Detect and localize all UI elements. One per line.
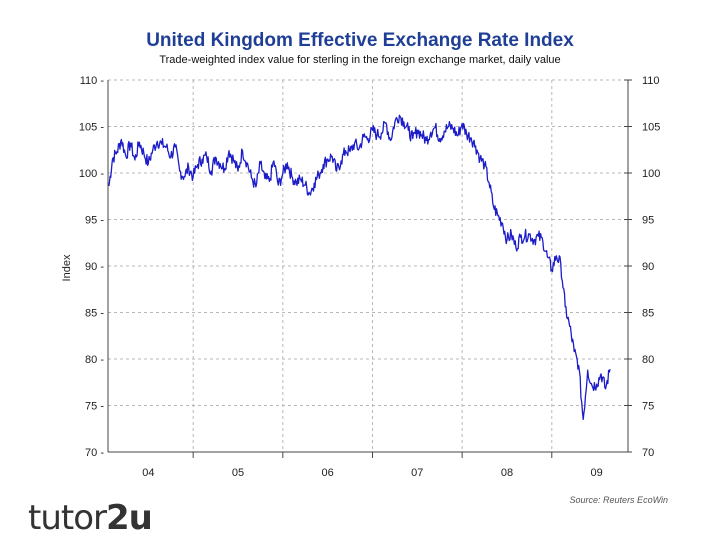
chart-title: United Kingdom Effective Exchange Rate I…	[146, 30, 574, 51]
y-tick-label-right-100: 100	[642, 168, 660, 180]
series-line-0	[108, 114, 611, 421]
x-tick-label-04: 04	[142, 467, 154, 479]
y-tick-label-right-75: 75	[642, 401, 654, 413]
y-tick-label-left-75: 75 -	[85, 401, 104, 413]
y-axis-label: Index	[61, 254, 73, 281]
x-tick-label-05: 05	[232, 467, 244, 479]
series-layer	[108, 114, 611, 421]
chart-subtitle: Trade-weighted index value for sterling …	[159, 54, 561, 66]
y-tick-label-left-105: 105 -	[79, 122, 104, 134]
y-tick-label-right-70: 70	[642, 447, 654, 459]
y-tick-label-right-95: 95	[642, 215, 654, 227]
logo-text-bold: 2u	[106, 498, 153, 538]
y-tick-label-left-85: 85 -	[85, 308, 104, 320]
y-tick-label-right-110: 110	[642, 75, 660, 87]
x-tick-label-09: 09	[590, 467, 602, 479]
y-tick-label-left-80: 80 -	[85, 354, 104, 366]
y-tick-label-right-105: 105	[642, 122, 660, 134]
x-tick-label-07: 07	[411, 467, 423, 479]
y-tick-label-right-80: 80	[642, 354, 654, 366]
x-tick-label-08: 08	[501, 467, 513, 479]
tutor2u-logo: tutor2u	[28, 498, 153, 538]
x-tick-label-06: 06	[322, 467, 334, 479]
grid-layer	[108, 79, 628, 453]
source-note: Source: Reuters EcoWin	[569, 495, 668, 505]
y-tick-label-left-95: 95 -	[85, 215, 104, 227]
y-tick-label-right-90: 90	[642, 261, 654, 273]
y-tick-label-left-70: 70 -	[85, 447, 104, 459]
y-tick-label-left-100: 100 -	[79, 168, 104, 180]
axes-layer: 110 - 110 105 - 105 100 - 100 95 - 95 90 - 90 85 -…	[79, 75, 660, 479]
y-tick-label-left-110: 110 -	[80, 75, 105, 87]
y-tick-label-left-90: 90 -	[85, 261, 104, 273]
y-tick-label-right-85: 85	[642, 308, 654, 320]
logo-text-light: tutor	[28, 498, 107, 538]
